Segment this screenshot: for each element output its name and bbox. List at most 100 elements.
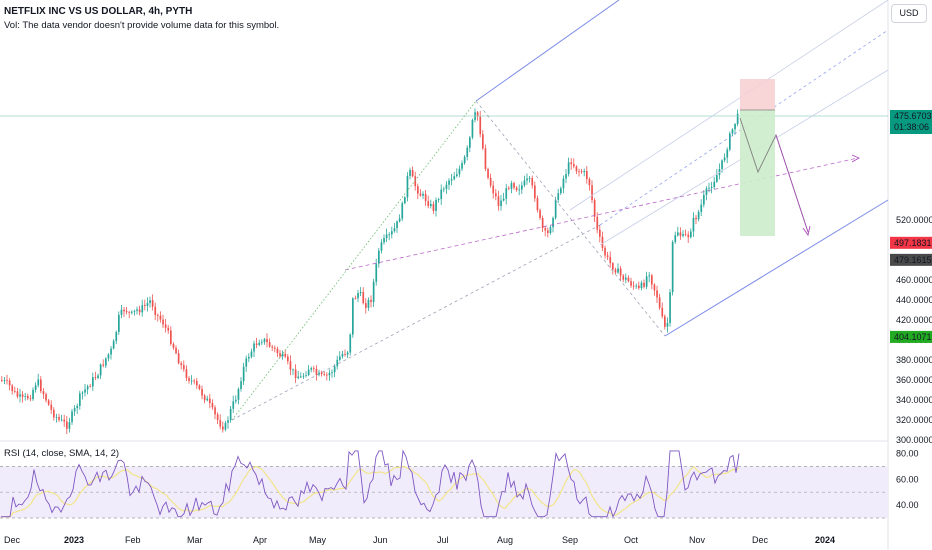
time-tick-label: Jul — [437, 535, 449, 545]
candle-body — [203, 395, 206, 401]
candle-body — [313, 368, 315, 369]
candle-body — [692, 217, 695, 232]
candle-body — [157, 314, 159, 316]
candle-body — [84, 389, 86, 393]
candle-body — [357, 293, 359, 299]
candle-body — [487, 168, 489, 178]
candle-body — [450, 179, 453, 181]
candle-body — [162, 319, 164, 325]
candle-body — [232, 401, 235, 409]
candle-body — [528, 178, 531, 179]
candle-body — [401, 203, 404, 219]
candle-body — [554, 199, 557, 218]
candle-body — [656, 290, 658, 298]
candle-body — [29, 398, 32, 400]
candle-body — [209, 398, 211, 404]
candle-body — [560, 188, 562, 194]
candle-body — [437, 199, 440, 200]
candle-body — [726, 149, 729, 158]
candle-body — [648, 275, 651, 277]
candle-body — [619, 268, 622, 276]
candle-body — [508, 188, 510, 190]
candle-body — [11, 385, 14, 392]
candle-body — [539, 210, 541, 218]
candle-body — [404, 197, 406, 204]
candle-body — [445, 184, 448, 189]
candle-body — [625, 277, 627, 280]
candle-body — [669, 292, 671, 323]
currency-button[interactable]: USD — [891, 4, 927, 23]
candle-body — [471, 119, 474, 138]
candle-body — [651, 275, 653, 285]
projection-path-purple — [775, 134, 809, 233]
candle-body — [24, 396, 27, 397]
rsi-tick-label: 40.00 — [896, 500, 919, 510]
candle-body — [609, 256, 612, 264]
candle-body — [112, 341, 115, 349]
candle-body — [3, 380, 6, 382]
candle-body — [86, 386, 89, 390]
candle-body — [427, 201, 430, 207]
candle-body — [417, 186, 419, 194]
candle-body — [245, 358, 248, 367]
candle-body — [580, 171, 583, 173]
candle-body — [432, 204, 435, 211]
candle-body — [352, 298, 354, 335]
candle-body — [492, 185, 495, 194]
candle-body — [240, 381, 242, 390]
candle-body — [411, 169, 414, 177]
rsi-line — [1, 449, 740, 518]
candle-body — [16, 391, 19, 397]
candle-body — [79, 393, 81, 406]
candle-body — [515, 187, 518, 191]
entry-tag-bg — [890, 253, 932, 266]
candle-body — [193, 380, 196, 382]
candle-body — [523, 180, 526, 186]
candle-body — [453, 176, 456, 180]
candle-body — [653, 284, 656, 291]
candle-body — [42, 391, 45, 395]
candle-body — [141, 305, 144, 313]
candle-body — [307, 369, 310, 376]
candle-body — [227, 420, 229, 423]
candle-body — [294, 369, 297, 379]
candle-body — [544, 228, 547, 231]
time-tick-label: 2023 — [64, 535, 84, 545]
candle-body — [123, 309, 125, 312]
candle-body — [21, 394, 24, 397]
candle-body — [383, 238, 385, 243]
candle-body — [222, 426, 224, 430]
price-tick-label: 340.00000 — [896, 395, 932, 405]
rsi-tick-label: 80.00 — [896, 449, 919, 459]
candle-body — [346, 352, 349, 355]
candle-body — [297, 376, 300, 379]
candle-body — [419, 193, 422, 196]
candle-body — [495, 193, 497, 197]
candle-body — [734, 124, 736, 130]
candle-body — [666, 322, 669, 327]
candle-body — [640, 282, 643, 289]
candle-body — [177, 353, 180, 364]
target-zone — [740, 110, 775, 236]
candle-body — [271, 346, 274, 348]
stop-zone — [740, 79, 775, 110]
candle-body — [281, 353, 284, 357]
time-tick-label: Apr — [253, 535, 267, 545]
candle-body — [705, 188, 708, 195]
candle-body — [229, 408, 232, 421]
candle-body — [180, 363, 183, 366]
candle-body — [484, 148, 487, 169]
candle-body — [674, 235, 677, 242]
candle-body — [349, 334, 352, 353]
candle-body — [703, 194, 705, 205]
candle-body — [336, 359, 339, 367]
candle-body — [302, 375, 305, 377]
candle-body — [154, 306, 157, 315]
candle-body — [575, 166, 578, 172]
candle-body — [536, 198, 539, 211]
candle-body — [214, 407, 216, 415]
candle-body — [170, 330, 172, 344]
